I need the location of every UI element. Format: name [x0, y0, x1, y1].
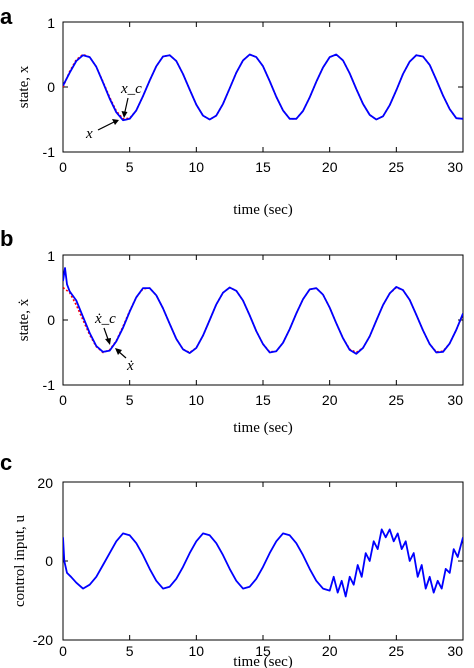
- panel-c-frame: [62, 481, 464, 641]
- panel-a-annotation-x: x: [85, 126, 93, 142]
- panel-a-xtick-5: 5: [126, 159, 134, 175]
- panel-c-label: c: [0, 450, 12, 475]
- panel-b-ticks: [62, 254, 464, 386]
- panel-b-ylabel: state, ẋ: [16, 298, 32, 341]
- panel-a-xtick-25: 25: [389, 159, 405, 175]
- panel-b-xlabel: time (sec): [233, 420, 293, 436]
- panel-c-xtick-5: 5: [126, 643, 134, 659]
- panel-c-series-blue-line: [63, 528, 463, 598]
- panel-b-ytick-top: 1: [47, 248, 55, 264]
- panel-b-label: b: [0, 226, 13, 251]
- panel-a-annotation-xc: x_c: [120, 81, 142, 97]
- panel-c-xtick-0: 0: [59, 643, 67, 659]
- panel-a-xtick-0: 0: [59, 159, 67, 175]
- panel-c: c 20 0 -20 0 5 10 15 20 25 30 time (sec)…: [0, 450, 464, 668]
- panel-c-xtick-30: 30: [447, 643, 463, 659]
- panel-c-xtick-25: 25: [389, 643, 405, 659]
- panel-b-xtick-10: 10: [189, 392, 205, 408]
- panel-b-frame: [62, 254, 464, 386]
- panel-c-ticks: [62, 481, 464, 641]
- panel-c-ytick-bottom: -20: [33, 632, 53, 648]
- panel-b-annotation-xdot: ẋ: [126, 358, 134, 374]
- panel-a-ylabel: state, x: [16, 65, 32, 108]
- panel-c-ytick-top: 20: [37, 475, 53, 491]
- panel-a-arrow-x: [97, 120, 117, 131]
- panel-a-xtick-30: 30: [447, 159, 463, 175]
- panel-a-xtick-15: 15: [255, 159, 271, 175]
- panel-a-arrowhead-xc: [121, 111, 128, 118]
- panel-b-arrowhead-xdotc: [105, 338, 111, 345]
- panel-b-ytick-bottom: -1: [43, 377, 56, 393]
- panel-b-xtick-25: 25: [389, 392, 405, 408]
- panel-b-ytick-mid: 0: [47, 312, 55, 328]
- panel-c-ytick-mid: 0: [45, 553, 53, 569]
- panel-a: a 1 0 -1 0 5 10 15 20 25 30 time (sec) s…: [0, 4, 464, 218]
- panel-b-annotation-xdotc: ẋ_c: [94, 311, 116, 327]
- panel-b-arrowhead-xdot: [115, 348, 122, 355]
- panel-b-xtick-20: 20: [322, 392, 338, 408]
- series-layer: [63, 53, 463, 598]
- panel-c-xtick-15: 15: [255, 643, 271, 659]
- panel-a-xtick-20: 20: [322, 159, 338, 175]
- panel-b-xtick-5: 5: [126, 392, 134, 408]
- panel-a-label: a: [0, 4, 13, 29]
- panel-b-xtick-30: 30: [447, 392, 463, 408]
- panel-c-xtick-20: 20: [322, 643, 338, 659]
- panel-a-xlabel: time (sec): [233, 202, 293, 218]
- panel-a-xtick-10: 10: [189, 159, 205, 175]
- panel-a-series-blue-line: [63, 53, 463, 122]
- panel-b-xtick-15: 15: [255, 392, 271, 408]
- panel-b-series-blue-line: [63, 267, 463, 355]
- panel-a-ytick-bottom: -1: [43, 144, 56, 160]
- panel-b: b 1 0 -1 0 5 10 15 20 25 30 time (sec) s…: [0, 226, 464, 436]
- panel-b-xtick-0: 0: [59, 392, 67, 408]
- panel-c-xtick-10: 10: [189, 643, 205, 659]
- panel-c-ylabel: control input, u: [12, 514, 28, 607]
- panel-c-xlabel: time (sec): [233, 654, 293, 668]
- panel-a-arrowhead-x: [112, 119, 119, 125]
- panel-a-ytick-mid: 0: [47, 79, 55, 95]
- panel-a-ytick-top: 1: [47, 15, 55, 31]
